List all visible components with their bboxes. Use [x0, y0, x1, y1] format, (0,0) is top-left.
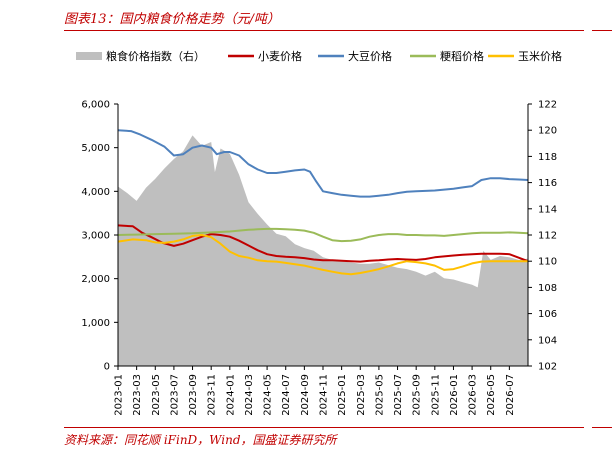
chart-title: 图表13：国内粮食价格走势（元/吨）	[64, 12, 280, 27]
legend-label: 玉米价格	[518, 49, 562, 63]
right-tick-label: 106	[538, 309, 557, 320]
legend-label: 小麦价格	[258, 49, 302, 63]
series-line-3	[117, 227, 529, 243]
left-tick-label: 0	[104, 362, 110, 373]
right-tick-label: 116	[538, 178, 557, 189]
x-tick-label: 2023-09	[188, 374, 199, 416]
right-tick-label: 104	[538, 335, 557, 346]
right-tick-label: 110	[538, 257, 557, 268]
x-tick-label: 2025-01	[337, 374, 348, 416]
x-tick-label: 2023-07	[169, 374, 180, 416]
right-tick-label: 102	[538, 362, 557, 373]
x-tick-label: 2024-01	[225, 374, 236, 416]
x-tick-label: 2024-07	[281, 374, 292, 416]
x-tick-label: 2023-11	[207, 374, 218, 416]
x-tick-label: 2023-05	[151, 374, 162, 416]
right-tick-label: 114	[538, 204, 557, 215]
right-tick-label: 122	[538, 100, 557, 111]
x-tick-label: 2023-01	[114, 374, 125, 416]
title-underline	[64, 30, 584, 31]
x-tick-label: 2025-05	[374, 374, 385, 416]
source-note: 资料来源：同花顺 iFinD，Wind，国盛证券研究所	[64, 433, 337, 447]
x-tick-label: 2023-03	[132, 374, 143, 416]
x-tick-label: 2026-01	[449, 374, 460, 416]
price-lines-layer	[117, 129, 529, 276]
x-tick-label: 2024-03	[244, 374, 255, 416]
legend: 粮食价格指数（右） 小麦价格 大豆价格 粳稻价格 玉米价格	[76, 49, 562, 63]
x-tick-label: 2024-05	[263, 374, 274, 416]
legend-label: 粮食价格指数（右）	[106, 49, 205, 63]
source-overline	[64, 427, 584, 428]
price-index-area-layer	[118, 135, 528, 366]
left-tick-label: 6,000	[81, 100, 110, 111]
left-tick-label: 2,000	[81, 274, 110, 285]
x-tick-label: 2026-03	[468, 374, 479, 416]
series-line-1	[117, 224, 529, 263]
x-tick-label: 2025-09	[412, 374, 423, 416]
right-tick-label: 112	[538, 231, 557, 242]
right-tick-label: 108	[538, 283, 557, 294]
right-tick-label: 118	[538, 152, 557, 163]
legend-label: 大豆价格	[348, 49, 392, 63]
series-line-4	[117, 234, 528, 276]
x-tick-label: 2025-03	[356, 374, 367, 416]
legend-swatch-area	[76, 52, 102, 60]
right-tick-label: 120	[538, 126, 557, 137]
source-overline-stub	[592, 427, 612, 428]
left-tick-label: 5,000	[81, 143, 110, 154]
title-underline-stub	[592, 30, 612, 31]
axes-layer: 0 1,000 2,000 3,000 4,000 5,000 6,000 102 104 106…	[81, 100, 557, 416]
legend-label: 粳稻价格	[440, 49, 484, 63]
left-tick-label: 1,000	[81, 318, 110, 329]
left-tick-label: 3,000	[81, 231, 110, 242]
x-tick-label: 2025-07	[393, 374, 404, 416]
series-line-2	[117, 129, 529, 198]
x-tick-label: 2024-11	[319, 374, 330, 416]
x-tick-label: 2024-09	[300, 374, 311, 416]
series-area-price-index	[118, 135, 528, 366]
x-tick-label: 2025-11	[430, 374, 441, 416]
left-tick-label: 4,000	[81, 187, 110, 198]
x-tick-label: 2026-07	[505, 374, 516, 416]
x-tick-label: 2026-05	[486, 374, 497, 416]
